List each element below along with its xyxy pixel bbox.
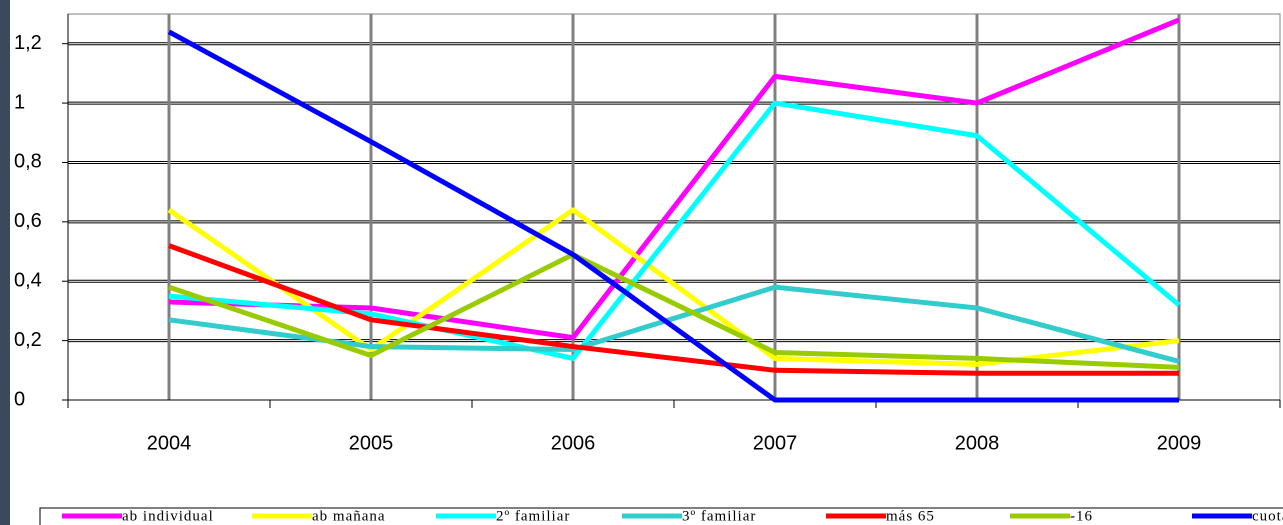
y-tick-label: 0 [14,388,25,410]
x-tick-label: 2007 [753,432,798,454]
x-tick-label: 2008 [955,432,1000,454]
series-line [168,100,1181,361]
series-line [167,29,1179,403]
y-tick-label: 0,2 [14,329,42,351]
x-tick-label: 2009 [1157,432,1202,454]
x-tick-label: 2005 [349,432,394,454]
series-line [168,252,1180,370]
y-tick-label: 0,4 [14,270,42,292]
y-tick-label: 0,6 [14,210,42,232]
series-line [168,243,1179,376]
y-tick-label: 1 [14,91,25,113]
x-tick-label: 2006 [551,432,596,454]
y-tick-label: 0,8 [14,151,42,173]
legend-label: más 65 [886,508,935,524]
legend-label: cuota mant [1252,508,1283,524]
legend-label: ab individual [122,508,214,524]
legend-label: ab mañana [312,508,386,524]
legend-label: 2º familiar [496,508,570,524]
side-strip [0,0,10,525]
legend-label: 3º familiar [682,508,756,524]
x-tick-label: 2004 [147,432,192,454]
y-tick-label: 1,2 [14,32,42,54]
legend-label: -16 [1070,508,1093,524]
